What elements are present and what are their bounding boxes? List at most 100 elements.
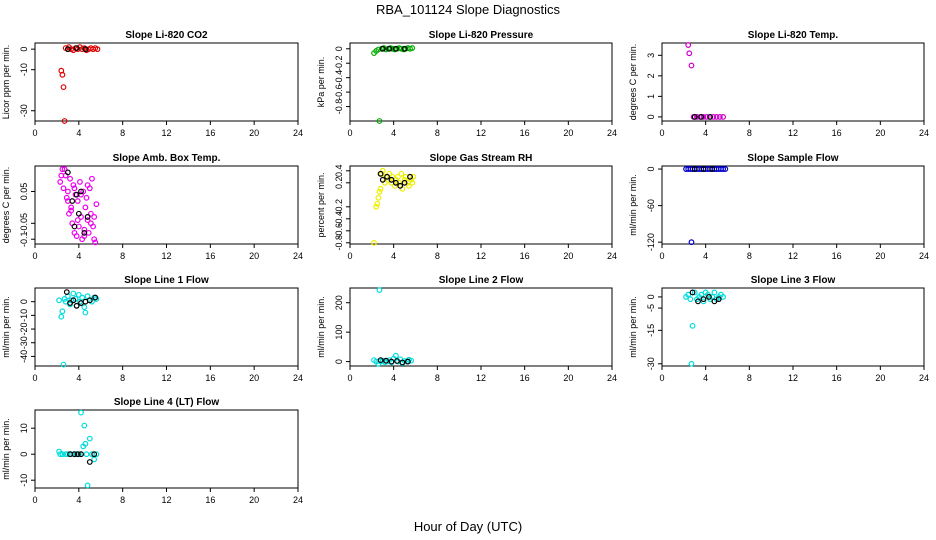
data-point bbox=[388, 176, 395, 183]
data-point bbox=[93, 451, 100, 458]
data-point bbox=[700, 296, 707, 303]
data-point bbox=[82, 309, 89, 316]
data-point bbox=[64, 188, 71, 195]
plot-frame bbox=[34, 287, 299, 367]
series-points bbox=[685, 42, 727, 120]
data-point bbox=[374, 200, 381, 207]
series-points bbox=[56, 290, 100, 368]
y-tick-label: -0.1 bbox=[19, 231, 29, 247]
series-black bbox=[63, 289, 99, 309]
data-point bbox=[92, 239, 99, 246]
data-point bbox=[74, 217, 81, 224]
data-point bbox=[81, 229, 88, 236]
data-point bbox=[87, 220, 94, 227]
data-point bbox=[61, 118, 68, 124]
data-point bbox=[689, 289, 696, 296]
data-point bbox=[60, 361, 67, 368]
data-point bbox=[401, 176, 408, 183]
y-tick-label: -15 bbox=[646, 324, 656, 337]
data-point bbox=[83, 194, 90, 201]
y-tick-label: 1 bbox=[646, 94, 656, 99]
x-tick-label: 0 bbox=[32, 251, 37, 261]
data-point bbox=[81, 233, 88, 239]
x-tick-label: 24 bbox=[607, 128, 617, 138]
y-tick-label: -0.05 bbox=[19, 213, 29, 234]
data-point bbox=[91, 236, 98, 243]
series-points bbox=[57, 166, 100, 246]
panel-title: Slope Line 1 Flow bbox=[124, 275, 209, 286]
data-point bbox=[399, 359, 406, 366]
x-tick-label: 20 bbox=[875, 373, 885, 383]
data-point bbox=[698, 291, 705, 298]
data-point bbox=[64, 46, 71, 53]
data-point bbox=[711, 298, 718, 305]
x-tick-label: 4 bbox=[76, 128, 81, 138]
y-tick-label: -0.4 bbox=[334, 211, 344, 227]
data-point bbox=[67, 300, 73, 306]
x-tick-label: 12 bbox=[788, 373, 798, 383]
data-point bbox=[707, 113, 713, 120]
x-tick-label: 4 bbox=[391, 373, 396, 383]
data-point bbox=[687, 296, 694, 303]
data-point bbox=[73, 302, 80, 309]
data-point bbox=[81, 304, 88, 311]
y-tick-label: 3 bbox=[646, 53, 656, 58]
y-tick-label: 0 bbox=[19, 47, 29, 52]
series-points bbox=[683, 166, 729, 246]
panel-9: Slope Line 3 Flow ml/min per min. 0 4 8 12 16 2… bbox=[628, 275, 929, 383]
data-point bbox=[377, 357, 384, 364]
data-point bbox=[691, 166, 698, 172]
data-point bbox=[722, 166, 729, 172]
x-tick-label: 24 bbox=[607, 251, 617, 261]
data-point bbox=[385, 176, 392, 183]
data-point bbox=[81, 226, 88, 233]
data-point bbox=[73, 233, 80, 239]
x-tick-label: 20 bbox=[563, 373, 573, 383]
data-point bbox=[373, 203, 380, 210]
x-tick-label: 16 bbox=[205, 495, 215, 505]
x-tick-label: 20 bbox=[563, 128, 573, 138]
x-tick-label: 0 bbox=[659, 373, 664, 383]
x-tick-label: 0 bbox=[32, 373, 37, 383]
data-point bbox=[688, 62, 695, 69]
x-tick-label: 8 bbox=[120, 128, 125, 138]
x-tick-label: 16 bbox=[520, 251, 530, 261]
data-point bbox=[82, 440, 89, 447]
y-tick-label: -10 bbox=[19, 474, 29, 487]
data-point bbox=[91, 451, 98, 458]
data-point bbox=[84, 214, 91, 220]
panel-1: Slope Li-820 CO2 Licor ppm per min. 0 4 8 12 1… bbox=[1, 30, 303, 138]
x-tick-label: 4 bbox=[703, 251, 708, 261]
x-tick-label: 16 bbox=[205, 251, 215, 261]
x-tick-label: 12 bbox=[161, 128, 171, 138]
data-point bbox=[77, 179, 83, 185]
data-point bbox=[63, 194, 70, 201]
x-tick-label: 16 bbox=[205, 128, 215, 138]
data-point bbox=[392, 352, 399, 359]
x-tick-label: 24 bbox=[919, 251, 929, 261]
data-point bbox=[392, 45, 399, 52]
series-points bbox=[371, 45, 416, 124]
data-point bbox=[377, 185, 384, 192]
data-point bbox=[716, 113, 723, 120]
data-point bbox=[84, 182, 91, 189]
data-point bbox=[398, 170, 405, 177]
panel-8: Slope Line 2 Flow ml/min per min. 0 4 8 12 16 2… bbox=[316, 275, 617, 383]
x-tick-label: 12 bbox=[161, 373, 171, 383]
x-tick-label: 16 bbox=[832, 373, 842, 383]
x-tick-label: 8 bbox=[435, 251, 440, 261]
data-point bbox=[84, 217, 91, 224]
series-black bbox=[67, 451, 98, 465]
x-tick-label: 4 bbox=[703, 373, 708, 383]
y-tick-label: -120 bbox=[646, 233, 656, 251]
data-point bbox=[706, 294, 712, 300]
x-tick-label: 0 bbox=[32, 128, 37, 138]
data-point bbox=[710, 113, 717, 120]
data-point bbox=[68, 207, 75, 214]
data-point bbox=[688, 239, 695, 246]
data-point bbox=[82, 204, 89, 211]
data-point bbox=[397, 182, 404, 189]
data-point bbox=[59, 308, 66, 315]
data-point bbox=[91, 214, 98, 220]
data-point bbox=[78, 451, 84, 458]
